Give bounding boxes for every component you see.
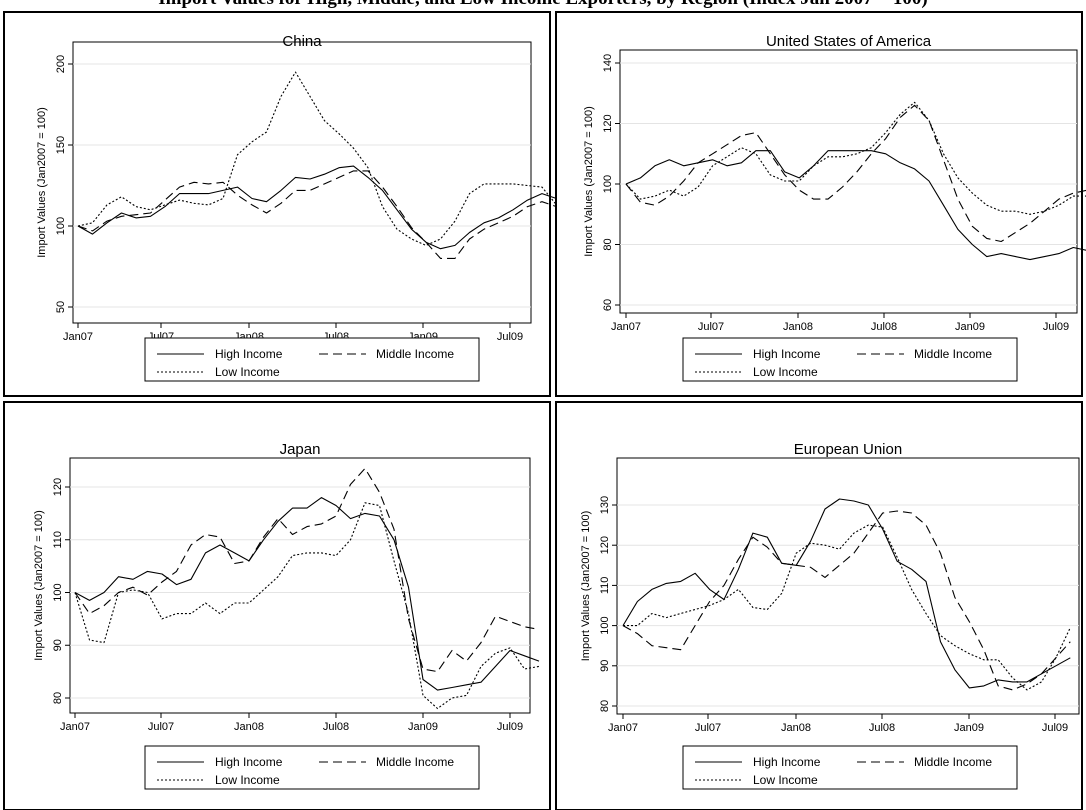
- x-tick-label: Jan07: [63, 331, 93, 343]
- plot-area: [616, 457, 1080, 715]
- x-tick-label: Jan09: [408, 721, 438, 733]
- y-axis-label: Import Values (Jan2007 = 100): [33, 510, 45, 661]
- y-tick-label: 100: [52, 583, 64, 601]
- x-tick-label: Jul08: [869, 722, 895, 734]
- series-line-middle-income: [77, 170, 557, 259]
- y-axis-label: Import Values (Jan2007 = 100): [36, 107, 48, 258]
- legend-label-middle: Middle Income: [914, 347, 992, 361]
- legend-box: [144, 745, 480, 790]
- legend-label-middle: Middle Income: [914, 755, 992, 769]
- legend-label-high: High Income: [215, 755, 283, 769]
- legend: High Income Middle Income Low Income: [144, 745, 480, 790]
- x-tick-label: Jan09: [954, 722, 984, 734]
- legend: High Income Middle Income Low Income: [682, 337, 1018, 382]
- chart-panel: United States of America 60 80 100 120 140 Imp…: [555, 11, 1086, 397]
- y-axis-label: Import Values (Jan2007 = 100): [583, 106, 595, 257]
- y-tick-label: 50: [55, 301, 67, 313]
- x-tick-label: Jul07: [695, 722, 721, 734]
- chart-title: European Union: [794, 441, 902, 458]
- y-tick-label: 110: [599, 577, 611, 595]
- x-tick-label: Jan08: [234, 721, 264, 733]
- y-tick-label: 120: [602, 114, 614, 132]
- chart-title: Japan: [280, 441, 321, 458]
- x-tick-label: Jan09: [955, 321, 985, 333]
- legend-label-low: Low Income: [753, 365, 818, 379]
- x-tick-label: Jan08: [781, 722, 811, 734]
- y-tick-label: 120: [52, 478, 64, 496]
- x-tick-label: Jul09: [1043, 321, 1069, 333]
- y-tick-label: 80: [599, 700, 611, 712]
- legend-label-low: Low Income: [215, 773, 280, 787]
- x-tick-label: Jul07: [148, 721, 174, 733]
- x-tick-label: Jul07: [698, 321, 724, 333]
- series-line-high-income: [74, 497, 540, 691]
- plot-area: [72, 41, 532, 324]
- chart-panel: Japan 80 90 100 110 120 Import Values (Jan2007…: [3, 401, 551, 810]
- legend-label-middle: Middle Income: [376, 347, 454, 361]
- y-tick-label: 90: [599, 660, 611, 672]
- y-tick-label: 150: [55, 136, 67, 154]
- legend-label-middle: Middle Income: [376, 755, 454, 769]
- page-title: Import Values for High, Middle, and Low …: [0, 0, 1086, 10]
- series-line-middle-income: [74, 467, 540, 673]
- series-line-high-income: [77, 165, 557, 250]
- x-tick-label: Jul09: [497, 721, 523, 733]
- y-tick-label: 100: [55, 217, 67, 235]
- chart-title: China: [282, 33, 322, 50]
- y-tick-label: 120: [599, 536, 611, 554]
- x-tick-label: Jul08: [871, 321, 897, 333]
- chart-panel: European Union 80 90 100 110 120 130 Import Val…: [555, 401, 1083, 810]
- series-line-low-income: [625, 101, 1086, 215]
- legend-label-low: Low Income: [215, 365, 280, 379]
- y-tick-label: 90: [52, 639, 64, 651]
- x-tick-label: Jan07: [60, 721, 90, 733]
- series-line-low-income: [623, 524, 1071, 691]
- x-tick-label: Jul09: [497, 331, 523, 343]
- legend-label-high: High Income: [753, 347, 821, 361]
- y-tick-label: 130: [599, 496, 611, 514]
- legend-box: [682, 337, 1018, 382]
- y-tick-label: 60: [602, 299, 614, 311]
- y-tick-label: 200: [55, 55, 67, 73]
- y-tick-label: 140: [602, 54, 614, 72]
- x-tick-label: Jan08: [783, 321, 813, 333]
- y-axis-label: Import Values (Jan2007 = 100): [580, 511, 592, 662]
- x-tick-label: Jan07: [611, 321, 641, 333]
- series-line-middle-income: [622, 510, 1071, 691]
- y-tick-label: 110: [52, 531, 64, 549]
- legend-label-high: High Income: [215, 347, 283, 361]
- x-tick-label: Jul09: [1042, 722, 1068, 734]
- y-tick-label: 100: [602, 175, 614, 193]
- y-tick-label: 80: [52, 692, 64, 704]
- legend-label-high: High Income: [753, 755, 821, 769]
- legend: High Income Middle Income Low Income: [682, 745, 1018, 790]
- chart-panels: China 50 100 150 200 Import Values (Jan2007 =…: [3, 11, 1086, 810]
- legend-box: [144, 337, 480, 382]
- x-tick-label: Jul08: [323, 721, 349, 733]
- chart-title: United States of America: [766, 33, 932, 50]
- y-tick-label: 80: [602, 238, 614, 250]
- legend-box: [682, 745, 1018, 790]
- chart-panel: China 50 100 150 200 Import Values (Jan2007 =…: [3, 11, 557, 397]
- series-line-low-income: [74, 502, 540, 710]
- legend: High Income Middle Income Low Income: [144, 337, 480, 382]
- series-line-low-income: [77, 71, 557, 246]
- y-tick-label: 100: [599, 616, 611, 634]
- series-line-middle-income: [625, 104, 1086, 243]
- plot-area: [69, 457, 531, 714]
- legend-label-low: Low Income: [753, 773, 818, 787]
- x-tick-label: Jan07: [608, 722, 638, 734]
